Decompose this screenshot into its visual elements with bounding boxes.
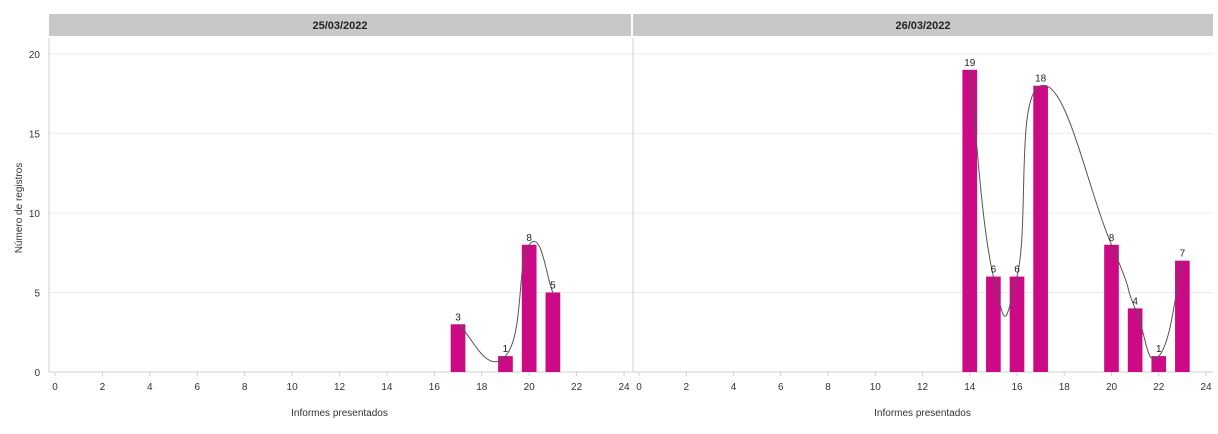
bar-value-label: 7 [1180,249,1186,260]
x-axis-title: Informes presentados [874,408,971,419]
x-tick-label: 2 [100,382,106,393]
bar-value-label: 3 [455,312,461,323]
y-tick-label: 10 [29,209,41,220]
x-tick-label: 22 [1153,382,1165,393]
x-axis-title: Informes presentados [291,408,388,419]
x-tick-label: 2 [683,382,689,393]
bar [1033,85,1048,372]
x-tick-label: 6 [778,382,784,393]
panel-title: 25/03/2022 [312,20,367,32]
x-tick-label: 0 [52,382,58,393]
y-tick-label: 15 [29,129,41,140]
bar [986,276,1001,372]
y-tick-label: 0 [34,368,40,379]
x-tick-label: 22 [571,382,583,393]
x-tick-label: 4 [147,382,153,393]
y-tick-label: 20 [29,50,41,61]
x-tick-label: 10 [870,382,882,393]
y-tick-label: 5 [34,288,40,299]
x-tick-label: 16 [1011,382,1023,393]
bar-value-label: 4 [1132,296,1138,307]
y-axis-title: Número de registros [14,163,25,254]
bar-value-label: 1 [503,344,509,355]
bar [1151,356,1167,372]
bar [1104,244,1119,372]
x-tick-label: 12 [334,382,346,393]
bar-value-label: 8 [1109,233,1115,244]
bar [1127,308,1143,372]
bar-value-label: 1 [1156,344,1162,355]
x-tick-label: 16 [429,382,441,393]
x-tick-label: 14 [381,382,393,393]
x-tick-label: 20 [524,382,536,393]
bar [545,292,561,372]
x-tick-label: 14 [964,382,976,393]
x-tick-label: 20 [1106,382,1118,393]
bar [1009,276,1025,372]
bar-value-label: 18 [1035,74,1047,85]
x-tick-label: 4 [731,382,737,393]
bar-value-label: 19 [964,58,976,69]
x-tick-label: 18 [1059,382,1071,393]
x-tick-label: 24 [618,382,630,393]
panel-strip [49,14,631,36]
x-tick-label: 8 [825,382,831,393]
bar-value-label: 5 [550,280,556,291]
trend-line [969,69,1183,360]
panel-strip [633,14,1213,36]
bar-value-label: 6 [991,265,997,276]
x-tick-label: 6 [194,382,200,393]
bar [962,69,978,373]
x-tick-label: 0 [636,382,642,393]
trend-line [457,241,554,363]
panel-title: 26/03/2022 [895,20,950,32]
x-tick-label: 18 [476,382,488,393]
bar [498,356,513,372]
x-tick-label: 24 [1200,382,1212,393]
bar [1175,260,1190,372]
x-tick-label: 8 [242,382,248,393]
bar [450,324,466,372]
x-tick-label: 12 [917,382,929,393]
bar-value-label: 8 [526,233,532,244]
x-tick-label: 10 [287,382,299,393]
bar-value-label: 6 [1014,265,1020,276]
bar [521,244,537,372]
